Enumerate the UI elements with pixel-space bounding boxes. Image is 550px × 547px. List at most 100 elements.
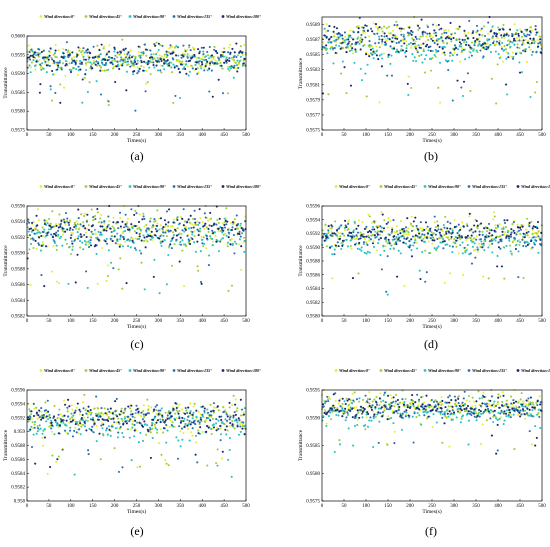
data-point: [369, 48, 372, 51]
data-point: [223, 217, 226, 220]
data-point: [223, 47, 226, 50]
data-point: [421, 61, 424, 64]
data-point: [345, 397, 348, 400]
data-point: [521, 41, 524, 44]
data-point: [165, 50, 168, 53]
data-point: [414, 216, 417, 219]
data-point: [418, 46, 421, 49]
data-point: [531, 415, 534, 418]
data-point: [373, 228, 376, 231]
data-point: [446, 220, 449, 223]
data-point: [223, 410, 226, 413]
legend-label: Wind direction:135°: [177, 184, 212, 189]
data-point: [327, 41, 330, 44]
data-point: [40, 407, 43, 410]
data-point: [479, 49, 482, 52]
data-point: [229, 67, 232, 70]
data-point: [451, 229, 454, 232]
data-point: [114, 54, 117, 57]
data-point: [443, 53, 447, 56]
data-point: [502, 423, 505, 426]
data-point: [331, 253, 334, 256]
data-point: [178, 417, 181, 420]
data-point: [478, 230, 481, 233]
data-point: [76, 402, 79, 405]
data-point: [374, 42, 377, 45]
data-point: [113, 50, 116, 53]
data-point: [73, 55, 76, 58]
legend-label: Wind direction:180°: [521, 368, 550, 373]
data-point: [172, 425, 175, 428]
data-point: [459, 244, 462, 247]
data-point: [190, 421, 193, 424]
y-tick-label: 0.9579: [306, 98, 320, 103]
data-point: [355, 25, 358, 28]
data-point: [203, 69, 206, 72]
y-tick-label: 0.9588: [11, 444, 25, 449]
data-point: [165, 235, 168, 238]
data-point: [334, 51, 337, 54]
data-point: [122, 436, 125, 439]
data-point: [60, 68, 63, 71]
data-point: [104, 240, 107, 243]
y-tick-label: 0.9582: [11, 486, 25, 491]
data-point: [139, 56, 142, 59]
data-point: [181, 239, 184, 242]
data-point: [457, 402, 460, 405]
data-point: [524, 417, 527, 420]
data-point: [530, 53, 533, 56]
data-point: [453, 395, 456, 398]
data-point: [379, 230, 382, 233]
data-point: [160, 453, 163, 456]
data-point: [498, 406, 501, 409]
data-point: [358, 400, 361, 403]
data-point: [538, 395, 541, 398]
data-point: [116, 60, 119, 63]
data-point: [101, 61, 104, 64]
data-point: [515, 406, 518, 409]
data-point: [372, 22, 375, 25]
data-point: [443, 233, 446, 236]
data-point: [392, 396, 395, 399]
data-point: [41, 240, 44, 244]
data-point: [327, 415, 331, 418]
data-point: [494, 50, 497, 53]
data-point: [371, 47, 374, 50]
data-point: [110, 425, 113, 428]
data-point: [165, 56, 168, 59]
y-axis: 0.95750.95800.95850.95900.9595Transmitta…: [298, 389, 324, 505]
data-point: [496, 400, 499, 404]
data-point: [488, 244, 491, 247]
data-point: [85, 49, 88, 52]
data-point: [359, 36, 362, 39]
data-point: [478, 397, 481, 400]
data-point: [400, 33, 403, 36]
data-point: [442, 240, 445, 243]
data-point: [36, 51, 39, 54]
data-point: [374, 236, 377, 239]
data-point: [516, 43, 519, 46]
data-point: [517, 250, 520, 253]
data-point: [360, 233, 363, 236]
data-point: [96, 418, 100, 421]
x-tick-label: 400: [494, 504, 502, 509]
data-point: [329, 47, 332, 50]
data-point: [188, 239, 191, 242]
data-point: [193, 230, 196, 233]
data-point: [424, 405, 427, 408]
data-point: [136, 224, 139, 228]
data-point: [482, 410, 485, 414]
data-point: [498, 28, 501, 31]
data-point: [148, 66, 151, 69]
data-point: [457, 397, 460, 400]
data-point: [43, 58, 46, 61]
data-point: [486, 42, 489, 45]
legend-label: Wind direction:135°: [177, 368, 212, 373]
data-point: [461, 38, 464, 41]
data-point: [502, 412, 505, 415]
data-point: [146, 240, 149, 243]
data-point: [153, 66, 156, 69]
data-point: [356, 411, 360, 415]
data-point: [455, 405, 458, 408]
data-point: [475, 400, 478, 403]
